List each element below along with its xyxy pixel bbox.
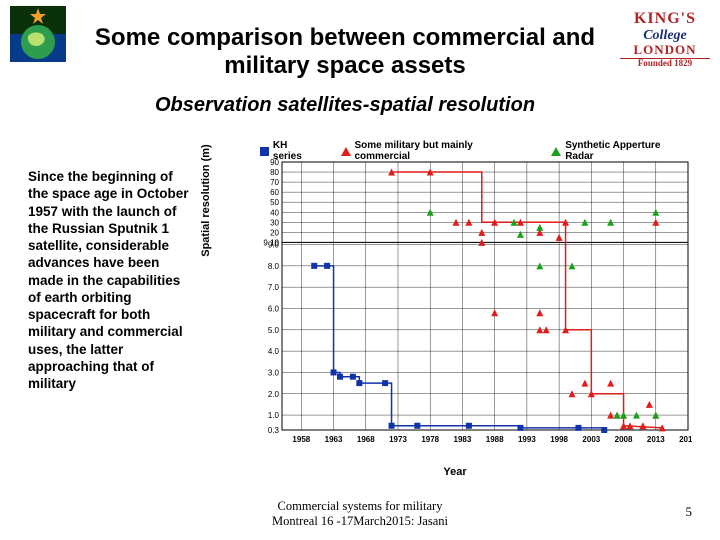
svg-text:70: 70 bbox=[270, 178, 279, 187]
svg-text:5.0: 5.0 bbox=[268, 326, 280, 335]
slide-title: Some comparison between commercial and m… bbox=[80, 24, 610, 79]
svg-text:2.0: 2.0 bbox=[268, 390, 280, 399]
svg-text:60: 60 bbox=[270, 188, 279, 197]
chart-svg: 1020304050607080900.31.02.03.04.05.06.07… bbox=[252, 158, 692, 448]
svg-text:20: 20 bbox=[270, 228, 279, 237]
page-number: 5 bbox=[686, 504, 693, 520]
square-icon bbox=[260, 147, 269, 156]
svg-text:2013: 2013 bbox=[647, 435, 665, 444]
svg-text:30: 30 bbox=[270, 218, 279, 227]
svg-text:90: 90 bbox=[270, 158, 279, 167]
kcl-line4: Founded 1829 bbox=[620, 58, 710, 69]
svg-text:1968: 1968 bbox=[357, 435, 375, 444]
svg-text:6.0: 6.0 bbox=[268, 304, 280, 313]
svg-text:0.3: 0.3 bbox=[268, 426, 280, 435]
svg-text:1958: 1958 bbox=[292, 435, 310, 444]
svg-text:50: 50 bbox=[270, 198, 279, 207]
svg-text:1963: 1963 bbox=[325, 435, 343, 444]
triangle-icon bbox=[341, 147, 351, 156]
svg-text:4.0: 4.0 bbox=[268, 347, 280, 356]
kcl-line2: College bbox=[620, 28, 710, 43]
svg-text:1988: 1988 bbox=[486, 435, 504, 444]
svg-text:3.0: 3.0 bbox=[268, 368, 280, 377]
svg-text:9.10: 9.10 bbox=[263, 238, 279, 247]
body-paragraph: Since the beginning of the space age in … bbox=[28, 168, 196, 392]
svg-text:7.0: 7.0 bbox=[268, 283, 280, 292]
svg-text:1978: 1978 bbox=[421, 435, 439, 444]
chart-ylabel: Spatial resolution (m) bbox=[200, 144, 212, 256]
kcl-line1: KING'S bbox=[620, 10, 710, 28]
slide-subtitle: Observation satellites-spatial resolutio… bbox=[80, 94, 610, 117]
svg-text:1998: 1998 bbox=[550, 435, 568, 444]
org-logo-right: KING'S College LONDON Founded 1829 bbox=[620, 10, 710, 64]
svg-text:1983: 1983 bbox=[454, 435, 472, 444]
svg-text:2003: 2003 bbox=[582, 435, 600, 444]
svg-text:1.0: 1.0 bbox=[268, 411, 280, 420]
svg-text:1993: 1993 bbox=[518, 435, 536, 444]
chart-plot: 1020304050607080900.31.02.03.04.05.06.07… bbox=[252, 158, 692, 448]
resolution-chart: KH seriesSome military but mainly commer… bbox=[210, 140, 700, 474]
triangle-icon bbox=[551, 147, 561, 156]
org-logo-left bbox=[10, 6, 66, 62]
svg-text:1973: 1973 bbox=[389, 435, 407, 444]
footer-line1: Commercial systems for military bbox=[272, 499, 448, 513]
globe-icon bbox=[10, 6, 66, 62]
svg-text:2008: 2008 bbox=[615, 435, 633, 444]
svg-text:2018: 2018 bbox=[679, 435, 692, 444]
footer-line2: Montreal 16 -17March2015: Jasani bbox=[272, 514, 448, 528]
kcl-line3: LONDON bbox=[620, 43, 710, 57]
svg-text:80: 80 bbox=[270, 168, 279, 177]
footer: Commercial systems for military Montreal… bbox=[272, 499, 448, 528]
chart-xlabel: Year bbox=[443, 466, 466, 478]
svg-text:8.0: 8.0 bbox=[268, 262, 280, 271]
svg-text:40: 40 bbox=[270, 208, 279, 217]
